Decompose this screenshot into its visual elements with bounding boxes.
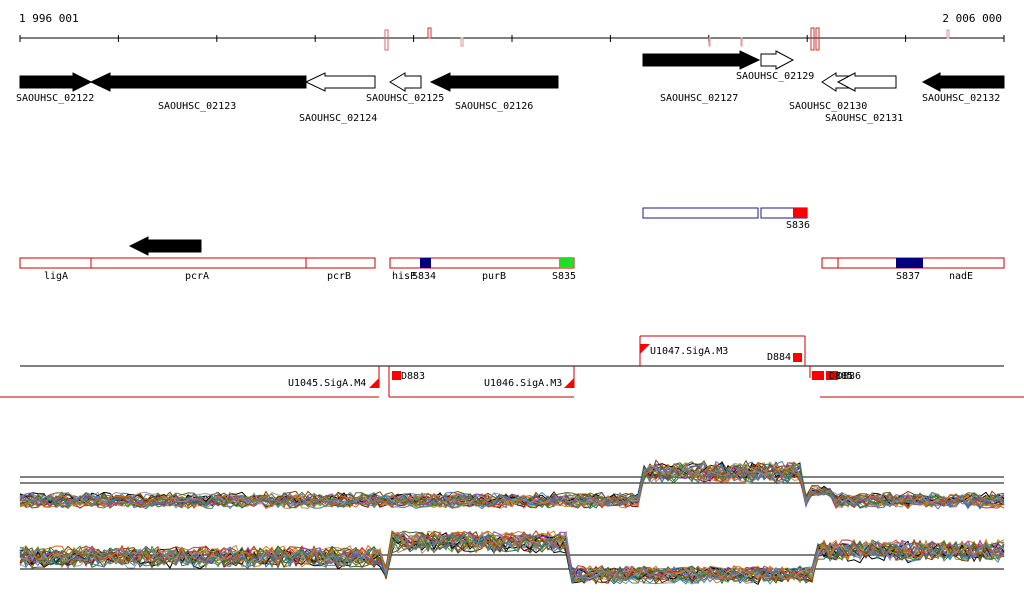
annotation-label: S837 <box>896 271 920 282</box>
tu-start-marker <box>564 378 574 388</box>
gene-arrow[interactable] <box>304 72 376 92</box>
annotation-label: S835 <box>552 271 576 282</box>
expression-trace <box>19 535 1005 585</box>
tu-label: U1045.SigA.M4 <box>288 378 366 389</box>
annotation-box[interactable] <box>19 257 92 269</box>
terminator-label: D886 <box>837 371 861 382</box>
gene-track: SAOUHSC_02122 SAOUHSC_02123 SAOUHSC_0212… <box>16 50 1005 256</box>
annotation-label: purB <box>482 271 506 282</box>
expression-panel-bottom <box>19 529 1005 585</box>
annotation-box[interactable] <box>821 257 839 269</box>
segment-track: S836 <box>642 207 810 231</box>
segment-marker[interactable] <box>793 208 807 218</box>
expression-trace <box>19 463 1005 509</box>
expression-trace <box>19 461 1005 506</box>
gene-arrow[interactable] <box>642 50 761 70</box>
gene-arrow[interactable] <box>128 236 202 256</box>
annotation-label: S834 <box>412 271 436 282</box>
gene-arrow[interactable] <box>921 72 1005 92</box>
gene-arrow[interactable] <box>836 72 897 92</box>
annotation-marker[interactable] <box>559 258 574 268</box>
gene-label: SAOUHSC_02127 <box>660 93 738 104</box>
segment-box[interactable] <box>642 207 759 219</box>
gene-label: SAOUHSC_02125 <box>366 93 444 104</box>
ruler-small-markers <box>384 27 950 51</box>
gene-arrow[interactable] <box>19 72 93 92</box>
annotation-label: nadE <box>949 271 973 282</box>
terminator-marker[interactable] <box>793 353 802 362</box>
gene-label: SAOUHSC_02126 <box>455 101 533 112</box>
expression-trace <box>19 534 1005 585</box>
axis-end-label: 2 006 000 <box>942 12 1002 25</box>
annotation-marker[interactable] <box>420 258 431 268</box>
transcription-unit-track: U1045.SigA.M4 U1046.SigA.M3 U1047.SigA.M… <box>0 335 1024 398</box>
tu-label: U1046.SigA.M3 <box>484 378 562 389</box>
annotation-track: ligA pcrA pcrB hisP S834 purB S835 S837 … <box>19 257 1005 282</box>
annotation-box[interactable] <box>389 257 575 269</box>
terminator-marker[interactable] <box>812 371 824 380</box>
gene-label: SAOUHSC_02129 <box>736 71 814 82</box>
gene-arrow[interactable] <box>760 50 795 70</box>
annotation-marker[interactable] <box>896 258 923 268</box>
gene-arrow[interactable] <box>389 72 422 92</box>
annotation-label: pcrA <box>185 271 209 282</box>
expression-panel-top <box>19 459 1005 510</box>
tu-start-marker <box>640 344 650 354</box>
terminator-label: D885 <box>829 371 853 382</box>
terminator-label: D884 <box>767 352 791 363</box>
ruler <box>19 27 1005 51</box>
annotation-label: pcrB <box>327 271 351 282</box>
segment-label: S836 <box>786 220 810 231</box>
terminator-marker[interactable] <box>392 371 401 380</box>
gene-arrow[interactable] <box>429 72 559 92</box>
terminator-marker[interactable] <box>826 371 838 380</box>
gene-arrow[interactable] <box>89 72 307 92</box>
expression-trace <box>19 531 1005 582</box>
gene-label: SAOUHSC_02130 <box>789 101 867 112</box>
terminator-label: D883 <box>401 371 425 382</box>
expression-trace <box>19 533 1005 582</box>
gene-label: SAOUHSC_02132 <box>922 93 1000 104</box>
gene-label: SAOUHSC_02123 <box>158 101 236 112</box>
gene-label: SAOUHSC_02131 <box>825 113 903 124</box>
expression-trace <box>19 531 1005 582</box>
annotation-label: hisP <box>392 271 416 282</box>
annotation-box[interactable] <box>305 257 376 269</box>
gene-label: SAOUHSC_02122 <box>16 93 94 104</box>
axis-start-label: 1 996 001 <box>19 12 79 25</box>
annotation-label: ligA <box>44 271 68 282</box>
tu-start-marker <box>369 378 379 388</box>
tu-label: U1047.SigA.M3 <box>650 346 728 357</box>
gene-label: SAOUHSC_02124 <box>299 113 377 124</box>
annotation-box[interactable] <box>90 257 307 269</box>
